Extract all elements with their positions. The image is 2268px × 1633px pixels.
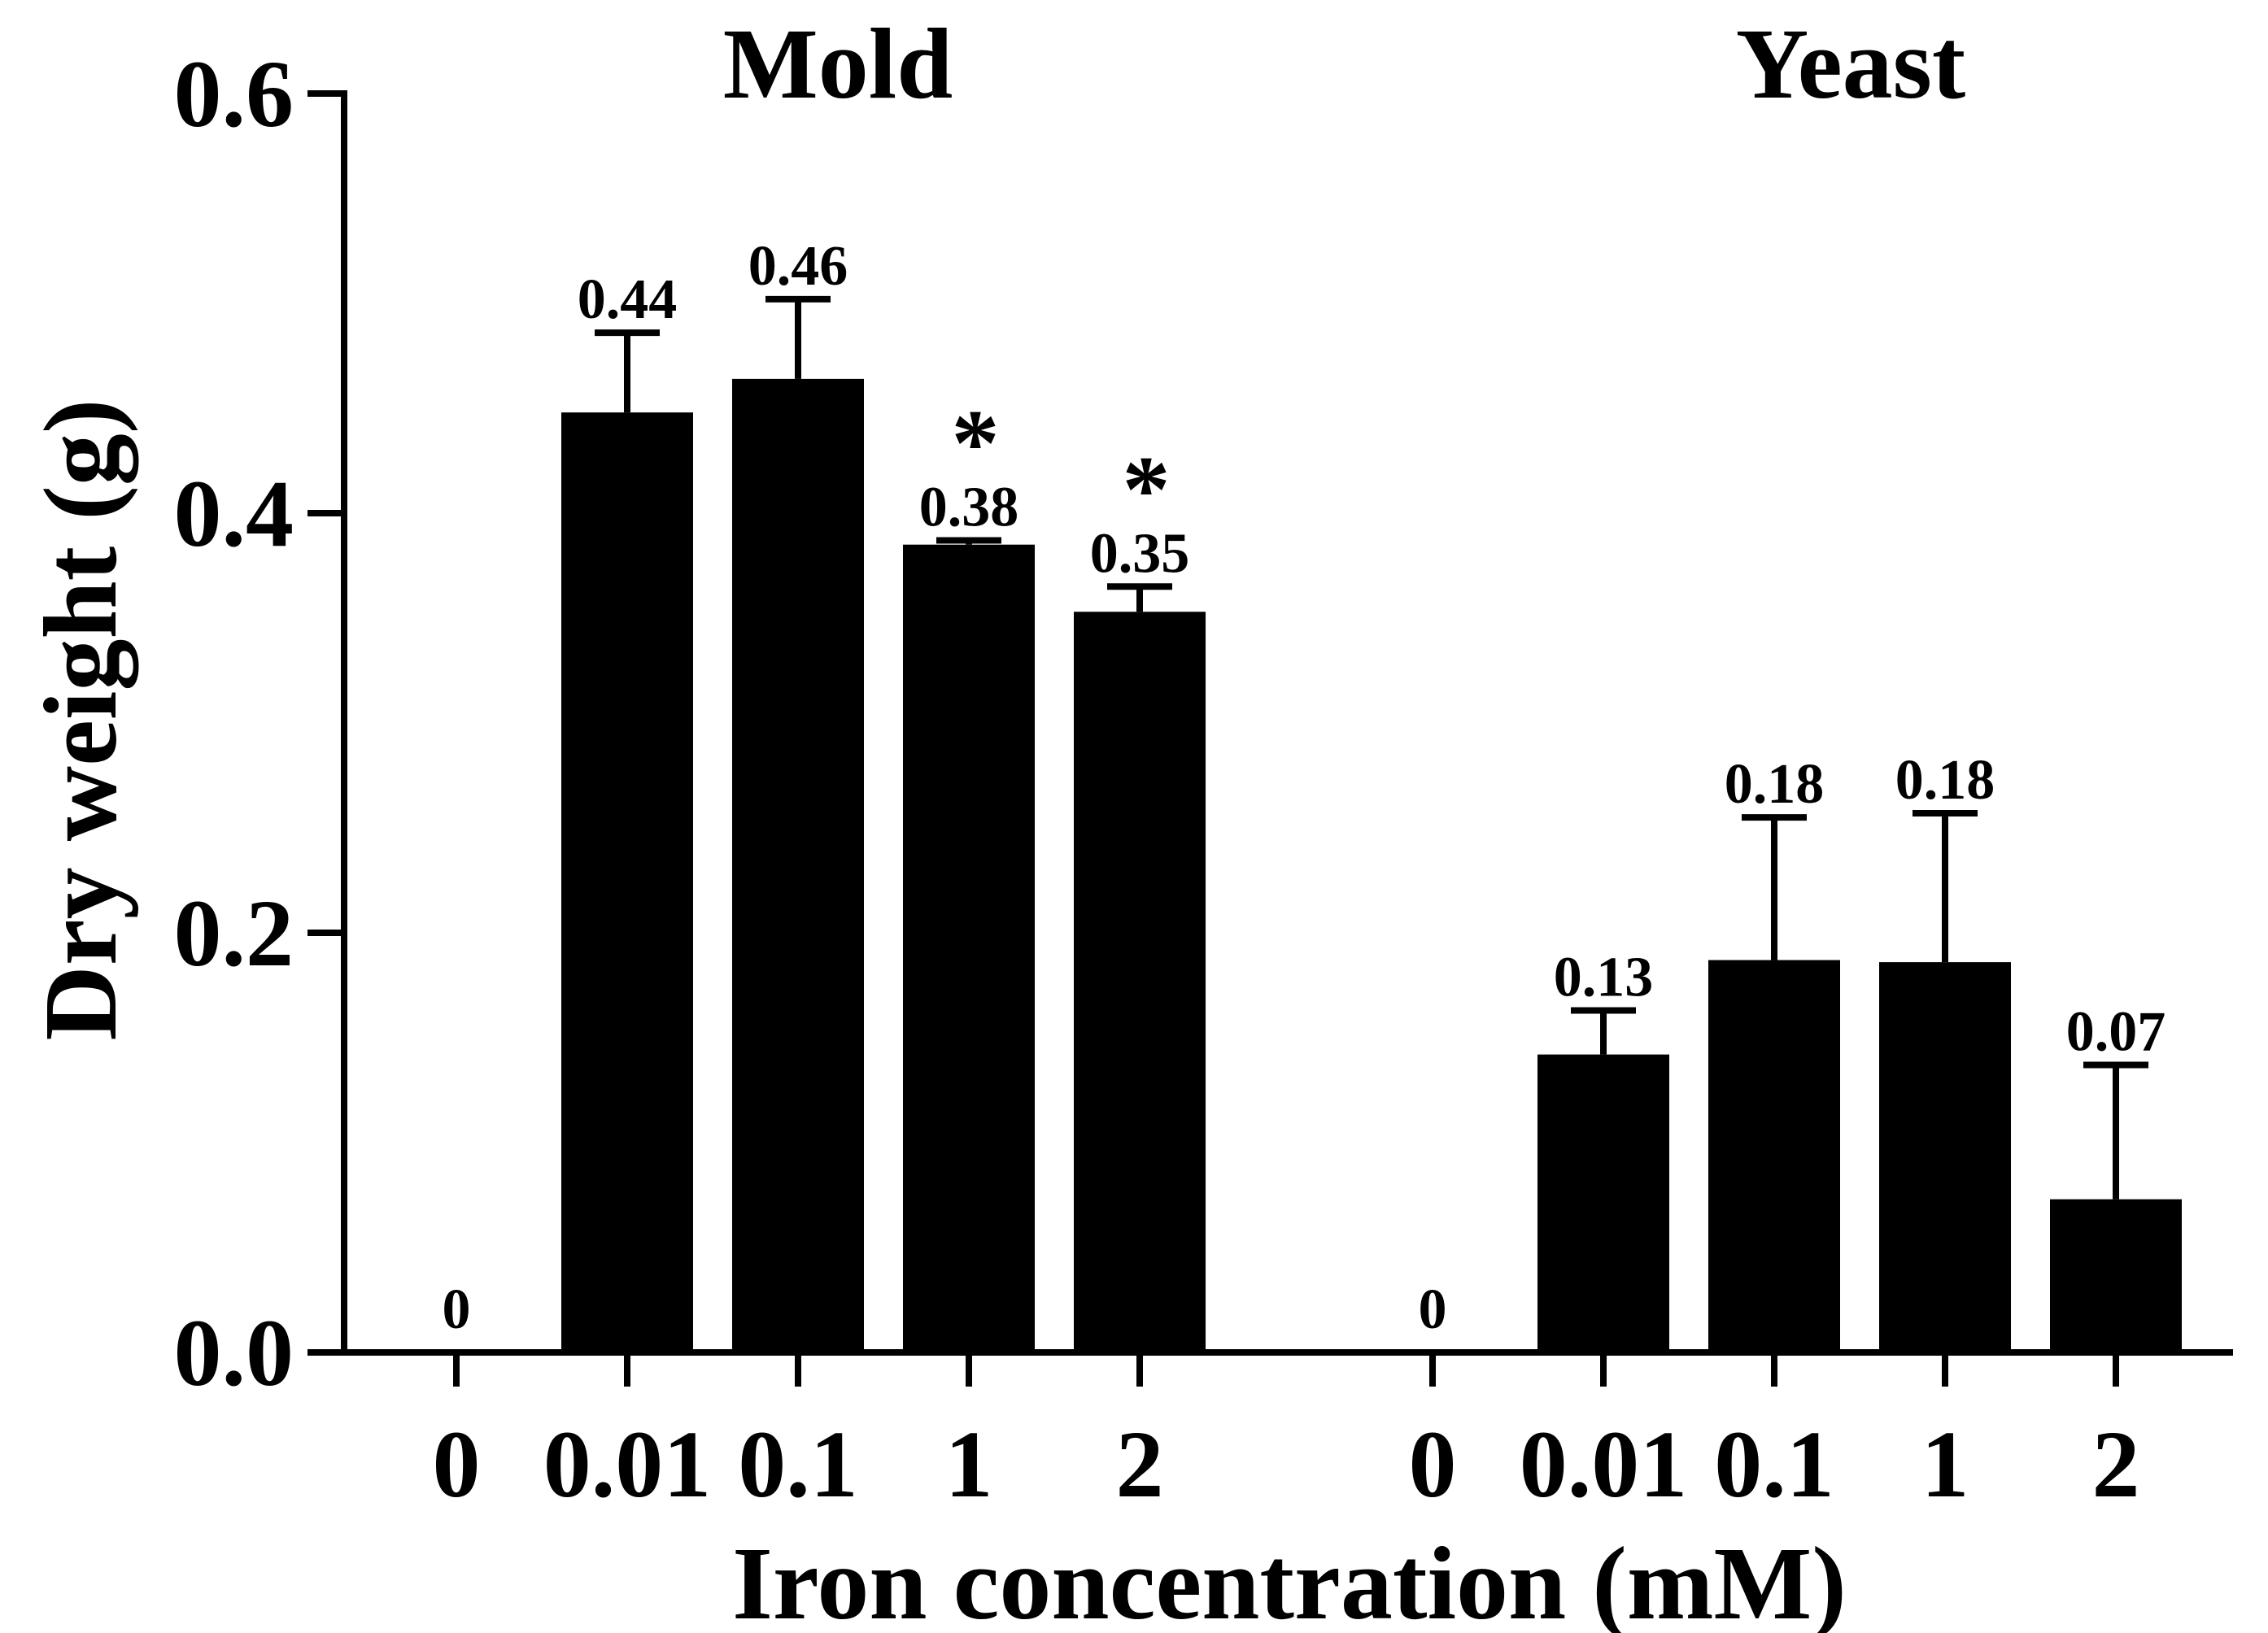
group-title-yeast: Yeast [1736, 8, 1965, 120]
group-title-mold: Mold [723, 8, 953, 120]
x-tick-label-yeast: 0.01 [1520, 1411, 1688, 1518]
x-tick-label-mold: 2 [1116, 1411, 1164, 1518]
y-tick-label: 0.6 [174, 41, 294, 147]
y-tick-label: 0.4 [174, 460, 294, 567]
bar-yeast [2050, 1199, 2182, 1352]
x-axis-title: Iron concentration (mM) [732, 1526, 1847, 1633]
x-tick-label-yeast: 2 [2092, 1411, 2140, 1518]
data-label-mold: 0.35 [1090, 522, 1190, 585]
x-tick-label-mold: 0 [433, 1411, 481, 1518]
data-label-mold: 0 [443, 1278, 471, 1341]
bar-mold [732, 378, 864, 1352]
bar-yeast [1879, 962, 2011, 1352]
data-label-mold: 0.44 [578, 268, 678, 331]
data-label-yeast: 0 [1419, 1278, 1447, 1341]
y-axis: 0.0 0.2 0.4 0.6 [174, 41, 347, 1406]
bar-mold [561, 412, 693, 1352]
x-tick-label-mold: 0.01 [543, 1411, 712, 1518]
significance-star: * [952, 390, 1000, 497]
bar-mold [903, 544, 1035, 1352]
y-tick-label: 0.2 [174, 880, 294, 986]
significance-star: * [1123, 436, 1171, 542]
x-axis: 0 0.01 0.1 1 2 0 0.01 0.1 1 2 [341, 1349, 2233, 1518]
y-tick-label: 0.0 [174, 1300, 294, 1406]
bar-yeast [1708, 960, 1840, 1352]
data-label-mold: 0.46 [748, 235, 848, 298]
x-tick-label-mold: 1 [945, 1411, 993, 1518]
data-label-mold: 0.38 [919, 477, 1019, 539]
group-titles: Mold Yeast [723, 8, 1965, 120]
bar-mold [1074, 612, 1206, 1352]
data-label-yeast: 0.18 [1725, 753, 1825, 816]
x-tick-label-yeast: 0.1 [1714, 1411, 1834, 1518]
x-tick-label-yeast: 1 [1921, 1411, 1969, 1518]
data-label-yeast: 0.18 [1895, 749, 1995, 812]
x-tick-label-yeast: 0 [1409, 1411, 1457, 1518]
bars: 00.440.460.38*0.35*00.130.18 0.180.07 [443, 235, 2182, 1352]
data-label-yeast: 0.07 [2066, 1001, 2166, 1064]
bar-yeast [1537, 1054, 1669, 1352]
data-label-yeast: 0.13 [1554, 946, 1654, 1008]
x-tick-label-mold: 0.1 [738, 1411, 858, 1518]
y-axis-title: Dry weight (g) [23, 398, 138, 1040]
